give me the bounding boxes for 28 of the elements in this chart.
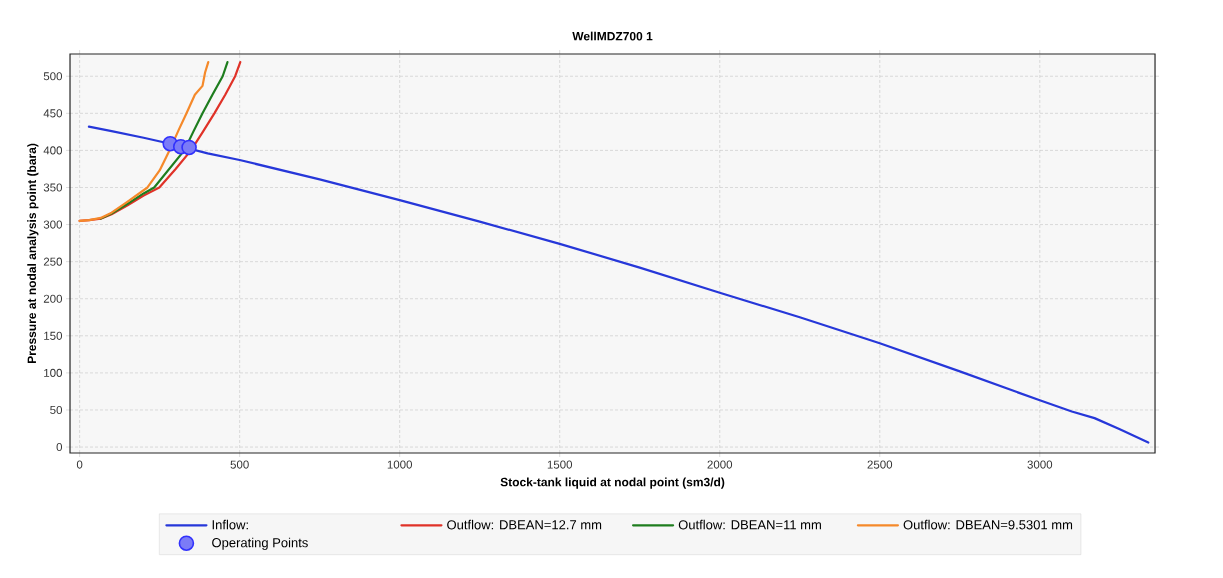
y-tick-label: 400 (43, 146, 63, 155)
line-series (78, 61, 210, 222)
y-tick-label: 150 (44, 331, 63, 340)
y-tick-label: 100 (44, 368, 63, 377)
y-tick-label: 200 (43, 294, 63, 303)
x-tick-label: 2500 (867, 460, 893, 469)
y-tick-label: 450 (43, 109, 63, 118)
x-tick-label: 2000 (707, 460, 733, 469)
y-tick-label: 500 (43, 72, 63, 81)
y-tick-label: 50 (50, 405, 63, 415)
y-tick-label: 250 (43, 257, 63, 266)
x-tick-label: 1000 (387, 460, 413, 469)
x-axis-title: Stock-tank liquid at nodal point (sm3/d) (500, 477, 725, 489)
y-tick-label: 300 (43, 220, 63, 229)
y-tick-label: 350 (43, 183, 63, 192)
legend-label: Outflow: DBEAN=11 mm (678, 519, 821, 530)
legend-label: Outflow: DBEAN=9.5301 mm (903, 519, 1073, 530)
x-tick-label: 3000 (1027, 460, 1053, 469)
x-tick-label: 0 (76, 460, 83, 469)
x-tick-label: 1500 (547, 460, 573, 469)
x-tick-label: 500 (230, 460, 249, 469)
y-tick-label: 0 (56, 442, 63, 452)
y-axis-title: Pressure at nodal analysis point (bara) (27, 143, 39, 364)
legend-label: Inflow: (212, 519, 248, 530)
legend-label: Outflow: DBEAN=12.7 mm (447, 519, 602, 530)
legend-label: Operating Points (212, 537, 308, 550)
chart-title: WellMDZ700 1 (572, 31, 653, 41)
line-series (87, 125, 1150, 444)
